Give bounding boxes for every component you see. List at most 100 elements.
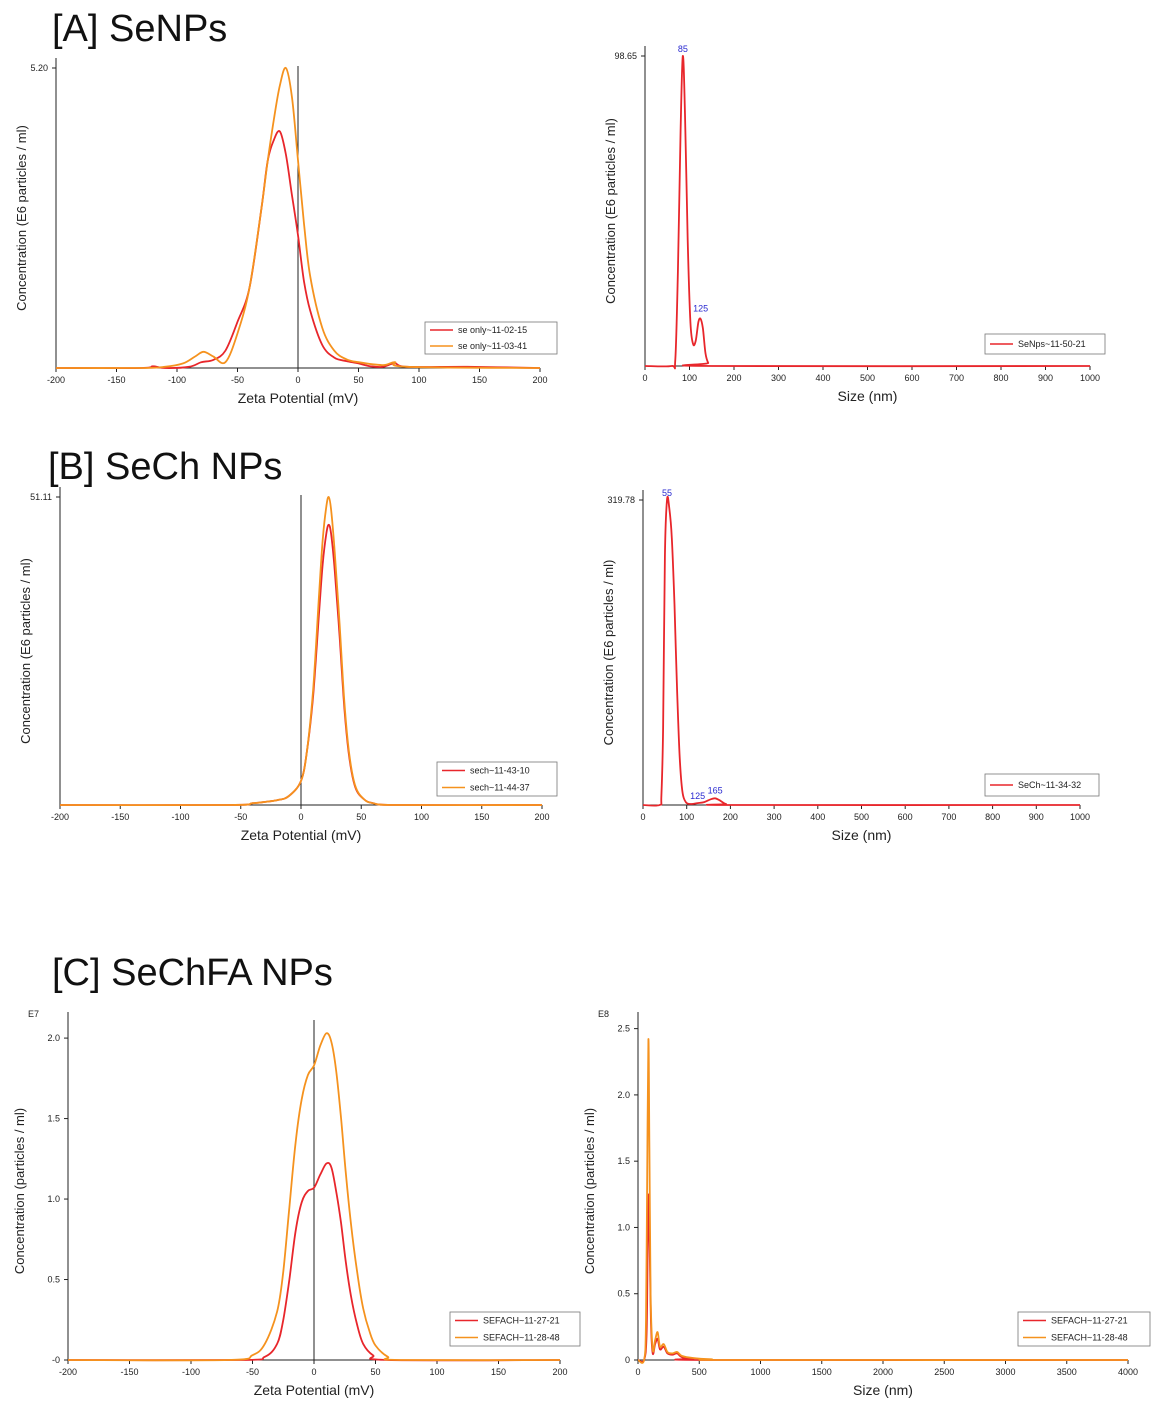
x-tick-label: 0 bbox=[642, 373, 647, 383]
series-line-orange bbox=[67, 1032, 561, 1362]
x-tick-label: 4000 bbox=[1118, 1367, 1138, 1377]
x-tick-label: 600 bbox=[904, 373, 919, 383]
y-tick-label: 1.0 bbox=[47, 1194, 60, 1204]
x-tick-label: 0 bbox=[311, 1367, 316, 1377]
x-tick-label: 150 bbox=[474, 812, 489, 822]
y-tick-label: 1.0 bbox=[617, 1222, 630, 1232]
y-axis-title: Concentration (E6 particles / ml) bbox=[601, 560, 616, 746]
x-axis-title: Size (nm) bbox=[853, 1382, 913, 1398]
y-tick-label: 98.65 bbox=[614, 51, 637, 61]
series-line-orange bbox=[59, 496, 543, 807]
peak-label: 125 bbox=[690, 791, 705, 801]
y-axis-title: Concentration (particles / ml) bbox=[582, 1108, 597, 1274]
y-tick-label: 1.5 bbox=[617, 1156, 630, 1166]
y-tick-label: -0 bbox=[52, 1355, 60, 1365]
y-axis-title: Concentration (E6 particles / ml) bbox=[603, 118, 618, 304]
chart-b-size: 0 100 200 300 400 500 600 700 800 900 1000 319.78 Si… bbox=[601, 488, 1100, 843]
x-tick-label: 300 bbox=[771, 373, 786, 383]
y-tick-label: 0.5 bbox=[617, 1289, 630, 1299]
x-tick-label: 50 bbox=[370, 1367, 380, 1377]
x-tick-label: 3000 bbox=[995, 1367, 1015, 1377]
x-tick-label: -50 bbox=[234, 812, 247, 822]
y-axis-title: Concentration (E6 particles / ml) bbox=[18, 558, 33, 744]
y-tick-label: 2.0 bbox=[47, 1033, 60, 1043]
peak-label: 165 bbox=[708, 785, 723, 795]
x-tick-label: 100 bbox=[682, 373, 697, 383]
x-tick-label: 1000 bbox=[750, 1367, 770, 1377]
legend-entry: SeNps~11-50-21 bbox=[1018, 339, 1086, 349]
x-tick-label: 400 bbox=[815, 373, 830, 383]
x-tick-label: 300 bbox=[767, 812, 782, 822]
chart-a-zeta: -200 -150 -100 -50 0 50 100 150 200 5.20 Zeta Pote… bbox=[0, 0, 575, 410]
legend-box bbox=[449, 1311, 581, 1347]
x-tick-label: 0 bbox=[295, 375, 300, 385]
x-tick-label: 2000 bbox=[873, 1367, 893, 1377]
y-exponent-label: E8 bbox=[598, 1009, 609, 1019]
x-tick-label: 400 bbox=[810, 812, 825, 822]
x-tick-label: 500 bbox=[854, 812, 869, 822]
x-tick-label: 200 bbox=[552, 1367, 567, 1377]
x-tick-label: 700 bbox=[941, 812, 956, 822]
x-tick-label: 200 bbox=[723, 812, 738, 822]
x-tick-label: 700 bbox=[949, 373, 964, 383]
x-tick-label: 1000 bbox=[1070, 812, 1090, 822]
x-tick-label: -100 bbox=[171, 812, 189, 822]
x-tick-label: -50 bbox=[231, 375, 244, 385]
x-tick-label: 100 bbox=[429, 1367, 444, 1377]
legend-entry: SEFACH~11-27-21 bbox=[1051, 1316, 1128, 1326]
legend: SEFACH~11-27-21 SEFACH~11-28-48 bbox=[449, 1311, 581, 1347]
x-tick-label: 150 bbox=[491, 1367, 506, 1377]
x-tick-label: -100 bbox=[168, 375, 186, 385]
y-tick-label: 0.5 bbox=[47, 1275, 60, 1285]
x-axis-title: Zeta Potential (mV) bbox=[241, 827, 362, 843]
legend-entry: SeCh~11-34-32 bbox=[1018, 780, 1081, 790]
x-tick-label: 600 bbox=[898, 812, 913, 822]
legend-box bbox=[984, 333, 1106, 355]
y-tick-label: 2.5 bbox=[617, 1024, 630, 1034]
x-tick-label: 50 bbox=[353, 375, 363, 385]
x-tick-label: 800 bbox=[993, 373, 1008, 383]
x-axis-title: Zeta Potential (mV) bbox=[254, 1382, 375, 1398]
x-tick-label: 500 bbox=[692, 1367, 707, 1377]
x-axis-title: Zeta Potential (mV) bbox=[238, 390, 359, 406]
legend-entry: SEFACH~11-28-48 bbox=[1051, 1333, 1128, 1343]
y-tick-label: 0 bbox=[625, 1355, 630, 1365]
legend: SeNps~11-50-21 bbox=[984, 333, 1106, 355]
legend-box bbox=[424, 321, 558, 355]
series-line-orange bbox=[55, 66, 541, 369]
y-tick-label: 2.0 bbox=[617, 1090, 630, 1100]
series-line-orange bbox=[637, 1038, 1129, 1364]
series-line-red bbox=[67, 1161, 561, 1362]
section-b-title: [B] SeCh NPs bbox=[48, 446, 283, 488]
legend-entry: se only~11-02-15 bbox=[458, 325, 527, 335]
series-line-red bbox=[55, 130, 541, 370]
x-tick-label: 50 bbox=[356, 812, 366, 822]
legend-box bbox=[1017, 1311, 1151, 1347]
x-tick-label: 150 bbox=[472, 375, 487, 385]
peak-label: 85 bbox=[678, 44, 688, 54]
x-tick-label: 900 bbox=[1029, 812, 1044, 822]
section-a-title: [A] SeNPs bbox=[52, 8, 228, 50]
x-tick-label: 200 bbox=[534, 812, 549, 822]
y-exponent-label: E7 bbox=[28, 1009, 39, 1019]
x-tick-label: 800 bbox=[985, 812, 1000, 822]
x-tick-label: -200 bbox=[47, 375, 65, 385]
series-line-red bbox=[637, 1193, 1129, 1363]
chart-c-zeta: -200 -150 -100 -50 0 50 100 150 200 -0 0.5 1.0 1.5 2.… bbox=[12, 1009, 581, 1398]
x-tick-label: 100 bbox=[679, 812, 694, 822]
x-tick-label: 500 bbox=[860, 373, 875, 383]
x-tick-label: -100 bbox=[182, 1367, 200, 1377]
legend-entry: sech~11-44-37 bbox=[470, 783, 530, 793]
x-tick-label: 900 bbox=[1038, 373, 1053, 383]
x-tick-label: 0 bbox=[640, 812, 645, 822]
series-line-red bbox=[644, 55, 1091, 370]
x-axis-title: Size (nm) bbox=[838, 388, 898, 404]
legend-entry: sech~11-43-10 bbox=[470, 766, 530, 776]
legend-entry: SEFACH~11-27-21 bbox=[483, 1316, 560, 1326]
x-axis-title: Size (nm) bbox=[832, 827, 892, 843]
x-tick-label: -200 bbox=[51, 812, 69, 822]
x-tick-label: 2500 bbox=[934, 1367, 954, 1377]
x-tick-label: -150 bbox=[111, 812, 129, 822]
x-tick-label: 1000 bbox=[1080, 373, 1100, 383]
